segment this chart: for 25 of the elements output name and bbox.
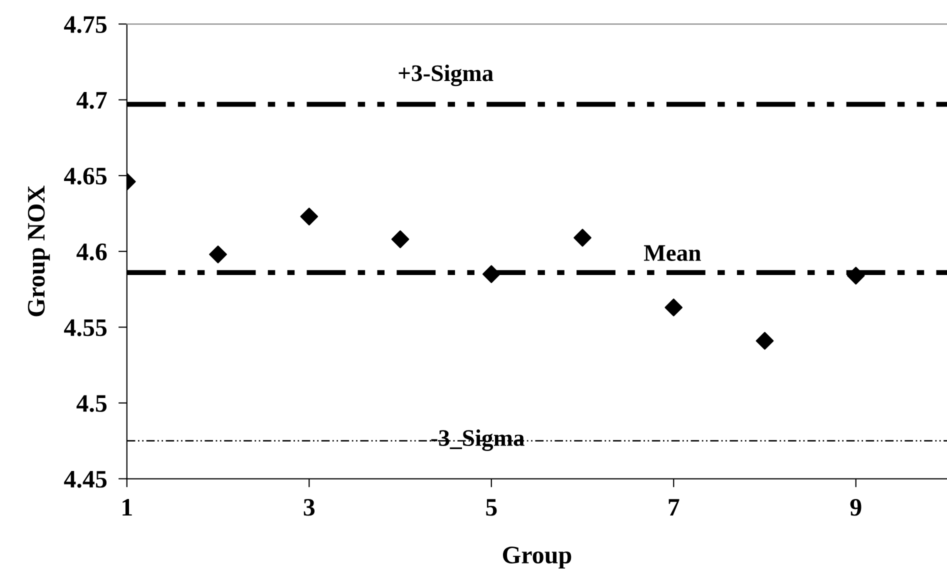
x-tick-label: 9 <box>850 499 862 516</box>
point <box>209 246 227 264</box>
ref-line-label: +3-Sigma <box>398 64 494 86</box>
x-tick-label: 1 <box>122 499 132 516</box>
point <box>300 208 318 226</box>
point <box>664 298 683 316</box>
y-tick-label: 4.6 <box>76 244 107 260</box>
y-tick-label: 4.55 <box>64 319 107 336</box>
y-tick-label: 4.75 <box>64 16 107 34</box>
x-tick-label: 3 <box>304 499 315 516</box>
point <box>482 265 500 284</box>
point <box>846 266 865 285</box>
y-axis-title: Group NOX <box>28 186 50 316</box>
x-tick-label: 7 <box>668 499 680 516</box>
point <box>756 332 774 350</box>
point <box>574 228 592 247</box>
y-tick-label: 4.5 <box>76 395 107 412</box>
ref-line-label: Mean <box>644 245 701 261</box>
point <box>391 230 410 248</box>
x-tick-label: 5 <box>486 499 497 516</box>
x-axis-title: Group <box>502 546 572 569</box>
y-tick-label: 4.65 <box>64 168 107 185</box>
y-tick-label: 4.45 <box>64 470 107 488</box>
ref-line-label: -3_Sigma <box>431 429 524 451</box>
y-tick-label: 4.7 <box>76 92 107 109</box>
